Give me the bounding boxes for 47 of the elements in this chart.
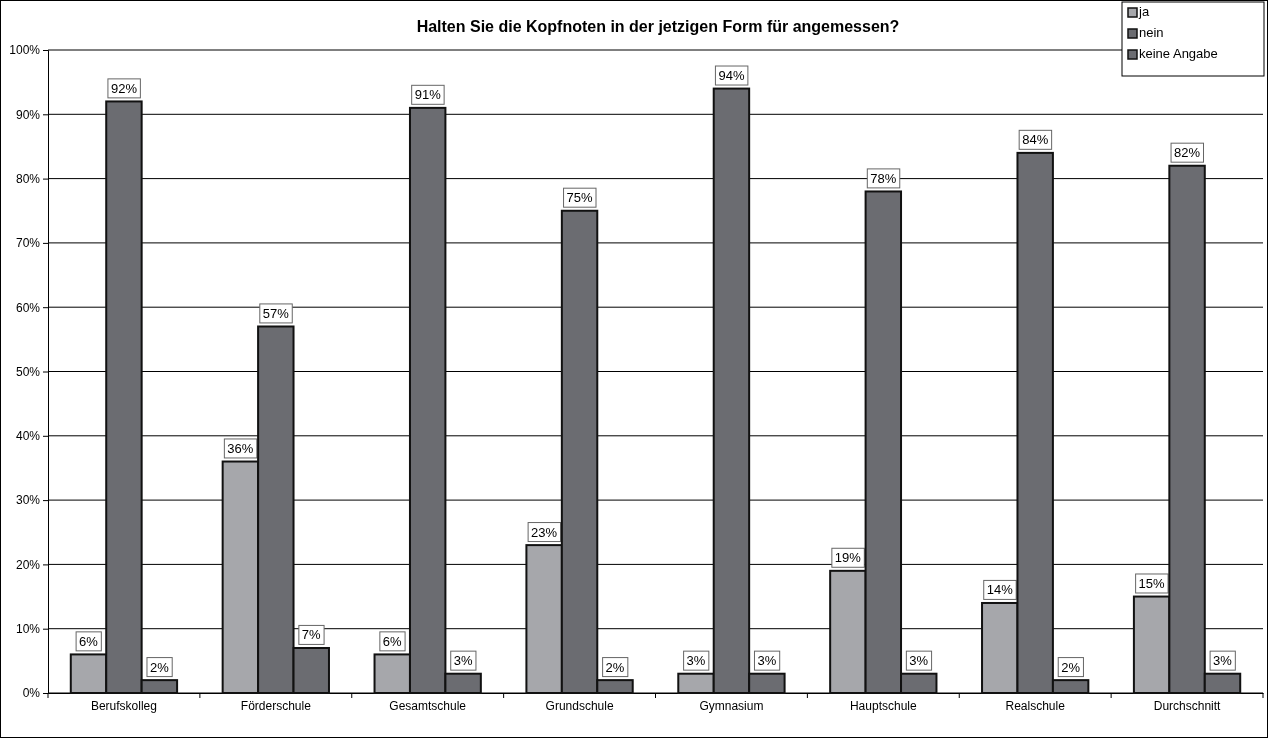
data-label: 75% bbox=[566, 190, 594, 206]
y-tick-label: 30% bbox=[15, 493, 41, 508]
data-label: 94% bbox=[718, 68, 745, 84]
data-label: 7% bbox=[301, 627, 322, 643]
data-label: 78% bbox=[870, 170, 897, 186]
data-label: 3% bbox=[453, 653, 473, 669]
x-tick-label: Realschule bbox=[1005, 699, 1066, 714]
data-label: 2% bbox=[605, 659, 625, 675]
chart-title: Halten Sie die Kopfnoten in der jetzigen Form für angemessen? bbox=[416, 18, 900, 35]
data-label: 3% bbox=[909, 653, 929, 669]
data-label: 92% bbox=[110, 80, 138, 96]
y-tick-label: 80% bbox=[15, 171, 41, 186]
legend-label: keine Angabe bbox=[1139, 46, 1218, 62]
data-label: 6% bbox=[79, 633, 99, 649]
data-label: 19% bbox=[834, 550, 862, 566]
data-label: 91% bbox=[414, 87, 442, 103]
data-label: 23% bbox=[531, 524, 558, 540]
legend-label: ja bbox=[1138, 4, 1150, 20]
data-label: 3% bbox=[1213, 653, 1233, 669]
x-tick-label: Hauptschule bbox=[849, 699, 917, 714]
x-tick-label: Gesamtschule bbox=[389, 699, 467, 714]
y-tick-label: 10% bbox=[15, 622, 41, 637]
x-tick-label: Berufskolleg bbox=[90, 699, 157, 714]
x-tick-label: Durchschnitt bbox=[1153, 699, 1222, 714]
data-label: 36% bbox=[227, 440, 254, 456]
x-tick-label: Grundschule bbox=[545, 699, 614, 714]
y-tick-label: 0% bbox=[22, 686, 41, 701]
data-label: 3% bbox=[757, 653, 777, 669]
data-label: 15% bbox=[1138, 575, 1166, 591]
x-tick-label: Förderschule bbox=[240, 699, 312, 714]
data-label: 57% bbox=[262, 305, 290, 321]
x-tick-label: Gymnasium bbox=[699, 699, 764, 714]
data-label: 2% bbox=[1061, 659, 1081, 675]
data-label: 82% bbox=[1174, 145, 1201, 161]
data-label: 14% bbox=[986, 582, 1014, 598]
y-tick-label: 50% bbox=[15, 364, 41, 379]
data-label: 84% bbox=[1022, 132, 1049, 148]
y-tick-label: 60% bbox=[15, 300, 41, 315]
data-label: 2% bbox=[149, 659, 170, 675]
y-tick-label: 90% bbox=[15, 107, 41, 122]
y-tick-label: 100% bbox=[9, 43, 41, 58]
data-label: 6% bbox=[382, 633, 403, 649]
y-tick-label: 70% bbox=[15, 236, 41, 251]
legend-label: nein bbox=[1139, 25, 1164, 41]
y-tick-label: 40% bbox=[15, 429, 41, 444]
y-tick-label: 20% bbox=[15, 557, 41, 572]
data-label: 3% bbox=[686, 653, 706, 669]
